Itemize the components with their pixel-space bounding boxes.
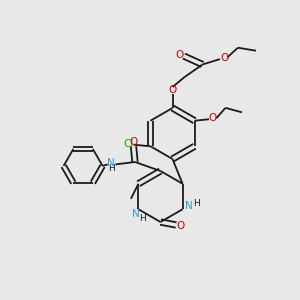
Text: N: N xyxy=(107,158,115,168)
Text: O: O xyxy=(176,50,184,60)
Text: N: N xyxy=(132,209,140,219)
Text: O: O xyxy=(129,136,138,147)
Text: O: O xyxy=(168,85,177,95)
Text: O: O xyxy=(177,221,185,231)
Text: Cl: Cl xyxy=(123,139,134,149)
Text: H: H xyxy=(194,199,200,208)
Text: N: N xyxy=(185,201,193,211)
Text: H: H xyxy=(108,164,115,173)
Text: H: H xyxy=(139,214,146,223)
Text: O: O xyxy=(209,113,217,123)
Text: O: O xyxy=(220,53,228,63)
